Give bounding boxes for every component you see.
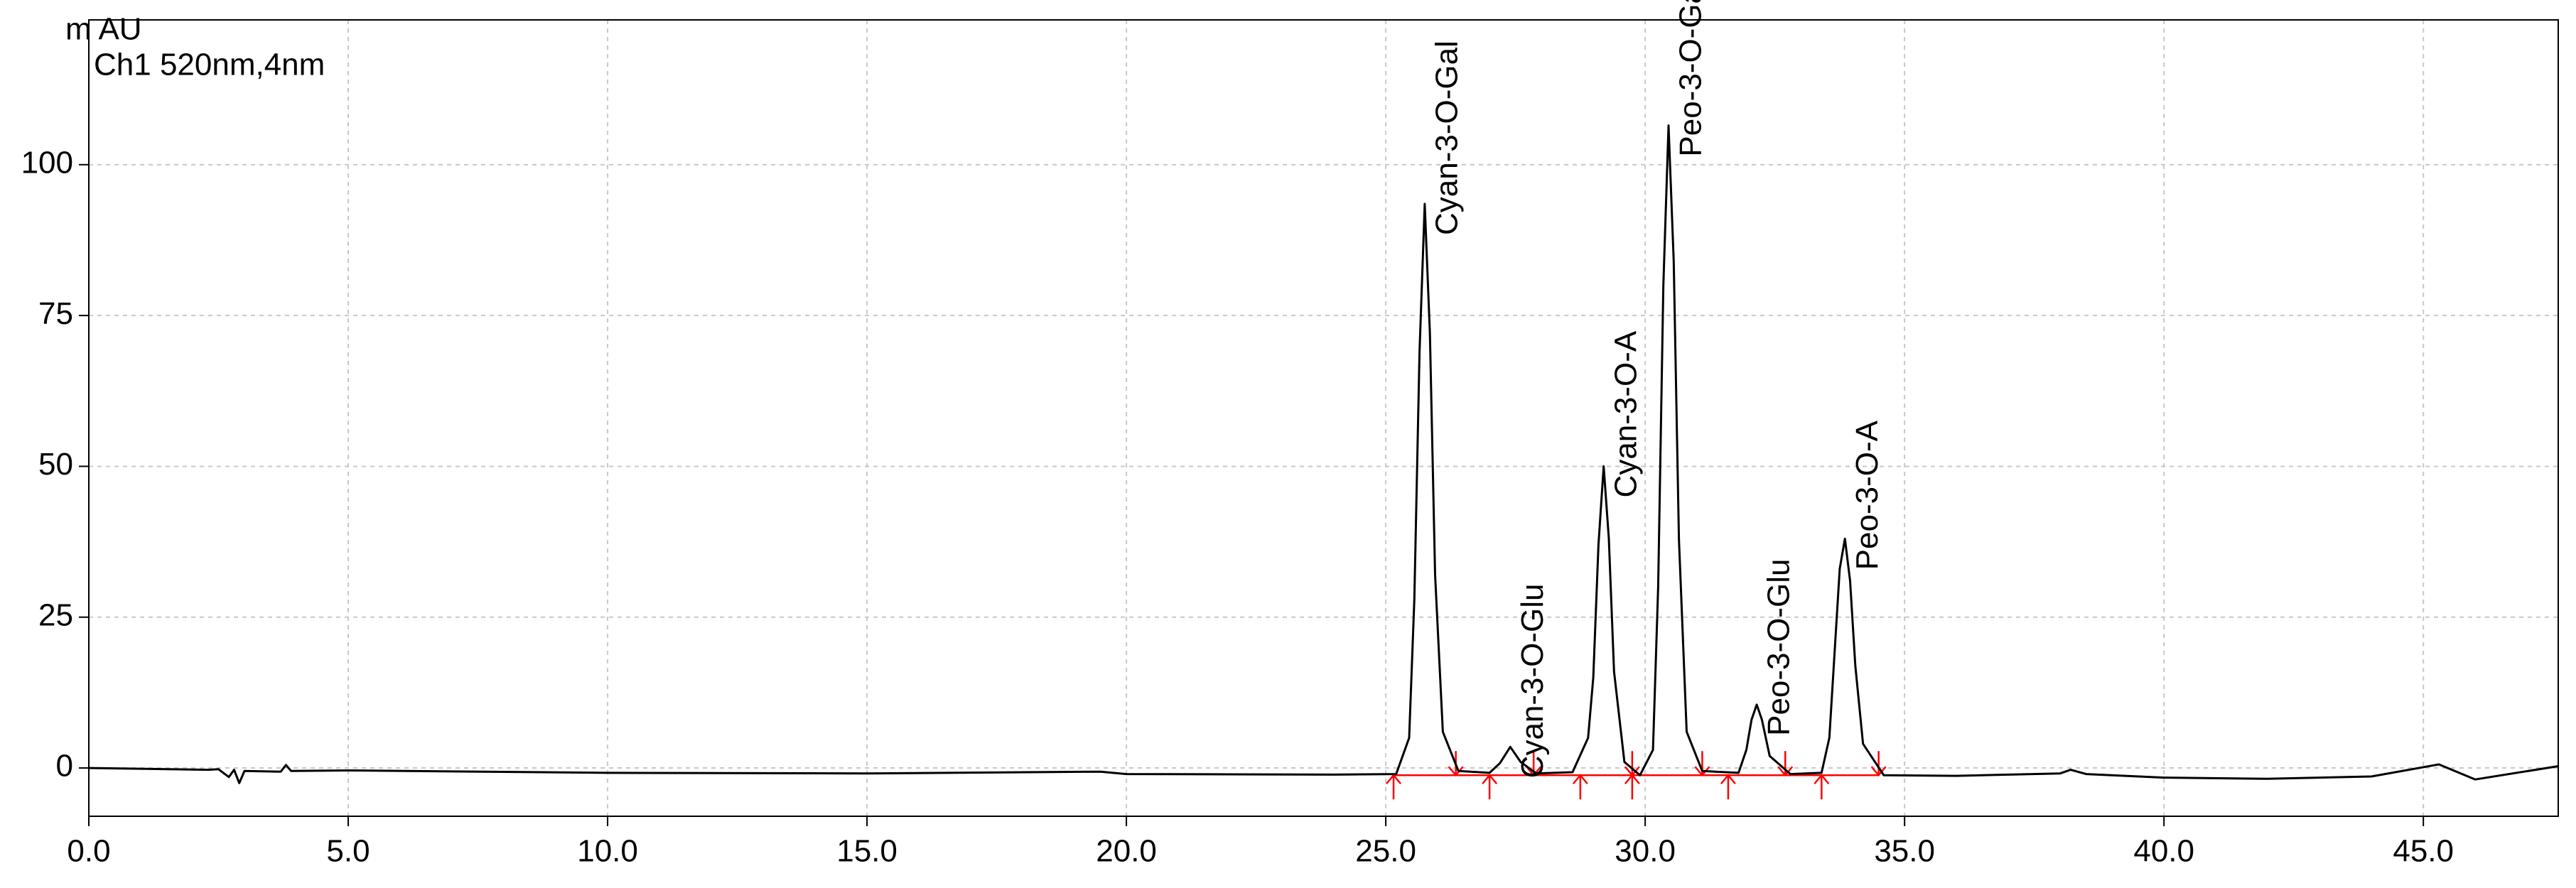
- channel-label: Ch1 520nm,4nm: [94, 48, 325, 82]
- integration-start: [1482, 774, 1498, 800]
- x-tick-label: 30.0: [1615, 834, 1676, 869]
- peak-label: Peo-3-O-A: [1850, 420, 1885, 570]
- x-tick-label: 10.0: [577, 834, 638, 869]
- integration-start: [1386, 774, 1402, 800]
- plot-frame: [88, 19, 2559, 817]
- y-tick-label: 75: [38, 296, 73, 331]
- x-tick-label: 35.0: [1874, 834, 1935, 869]
- integration-start: [1720, 774, 1736, 800]
- x-tick-label: 20.0: [1096, 834, 1157, 869]
- x-tick-label: 15.0: [836, 834, 898, 869]
- y-tick-label: 25: [38, 597, 73, 632]
- integration-start: [1572, 774, 1588, 800]
- x-tick-label: 40.0: [2133, 834, 2194, 869]
- y-tick-label: 0: [56, 749, 73, 784]
- y-axis-label: m AU: [65, 12, 142, 47]
- integration-end: [1870, 751, 1887, 777]
- peak-label: Cyan-3-O-Glu: [1515, 583, 1550, 778]
- y-tick-label: 50: [38, 447, 73, 482]
- x-tick-label: 25.0: [1355, 834, 1416, 869]
- peak-label: Cyan-3-O-Gal: [1429, 40, 1464, 235]
- integration-end: [1624, 751, 1640, 777]
- x-tick-label: 5.0: [326, 834, 370, 869]
- peak-label: Cyan-3-O-A: [1608, 330, 1643, 497]
- integration-start: [1814, 774, 1830, 800]
- x-tick-label: 0.0: [67, 834, 110, 869]
- peak-label: Peo-3-O-Glu: [1762, 558, 1796, 735]
- peak-label: Peo-3-O-Gal: [1674, 0, 1708, 157]
- trace: [88, 124, 2559, 784]
- x-tick-label: 45.0: [2393, 834, 2454, 869]
- integration-end: [1777, 751, 1794, 777]
- integration-start: [1624, 774, 1640, 800]
- y-tick-label: 100: [21, 145, 73, 180]
